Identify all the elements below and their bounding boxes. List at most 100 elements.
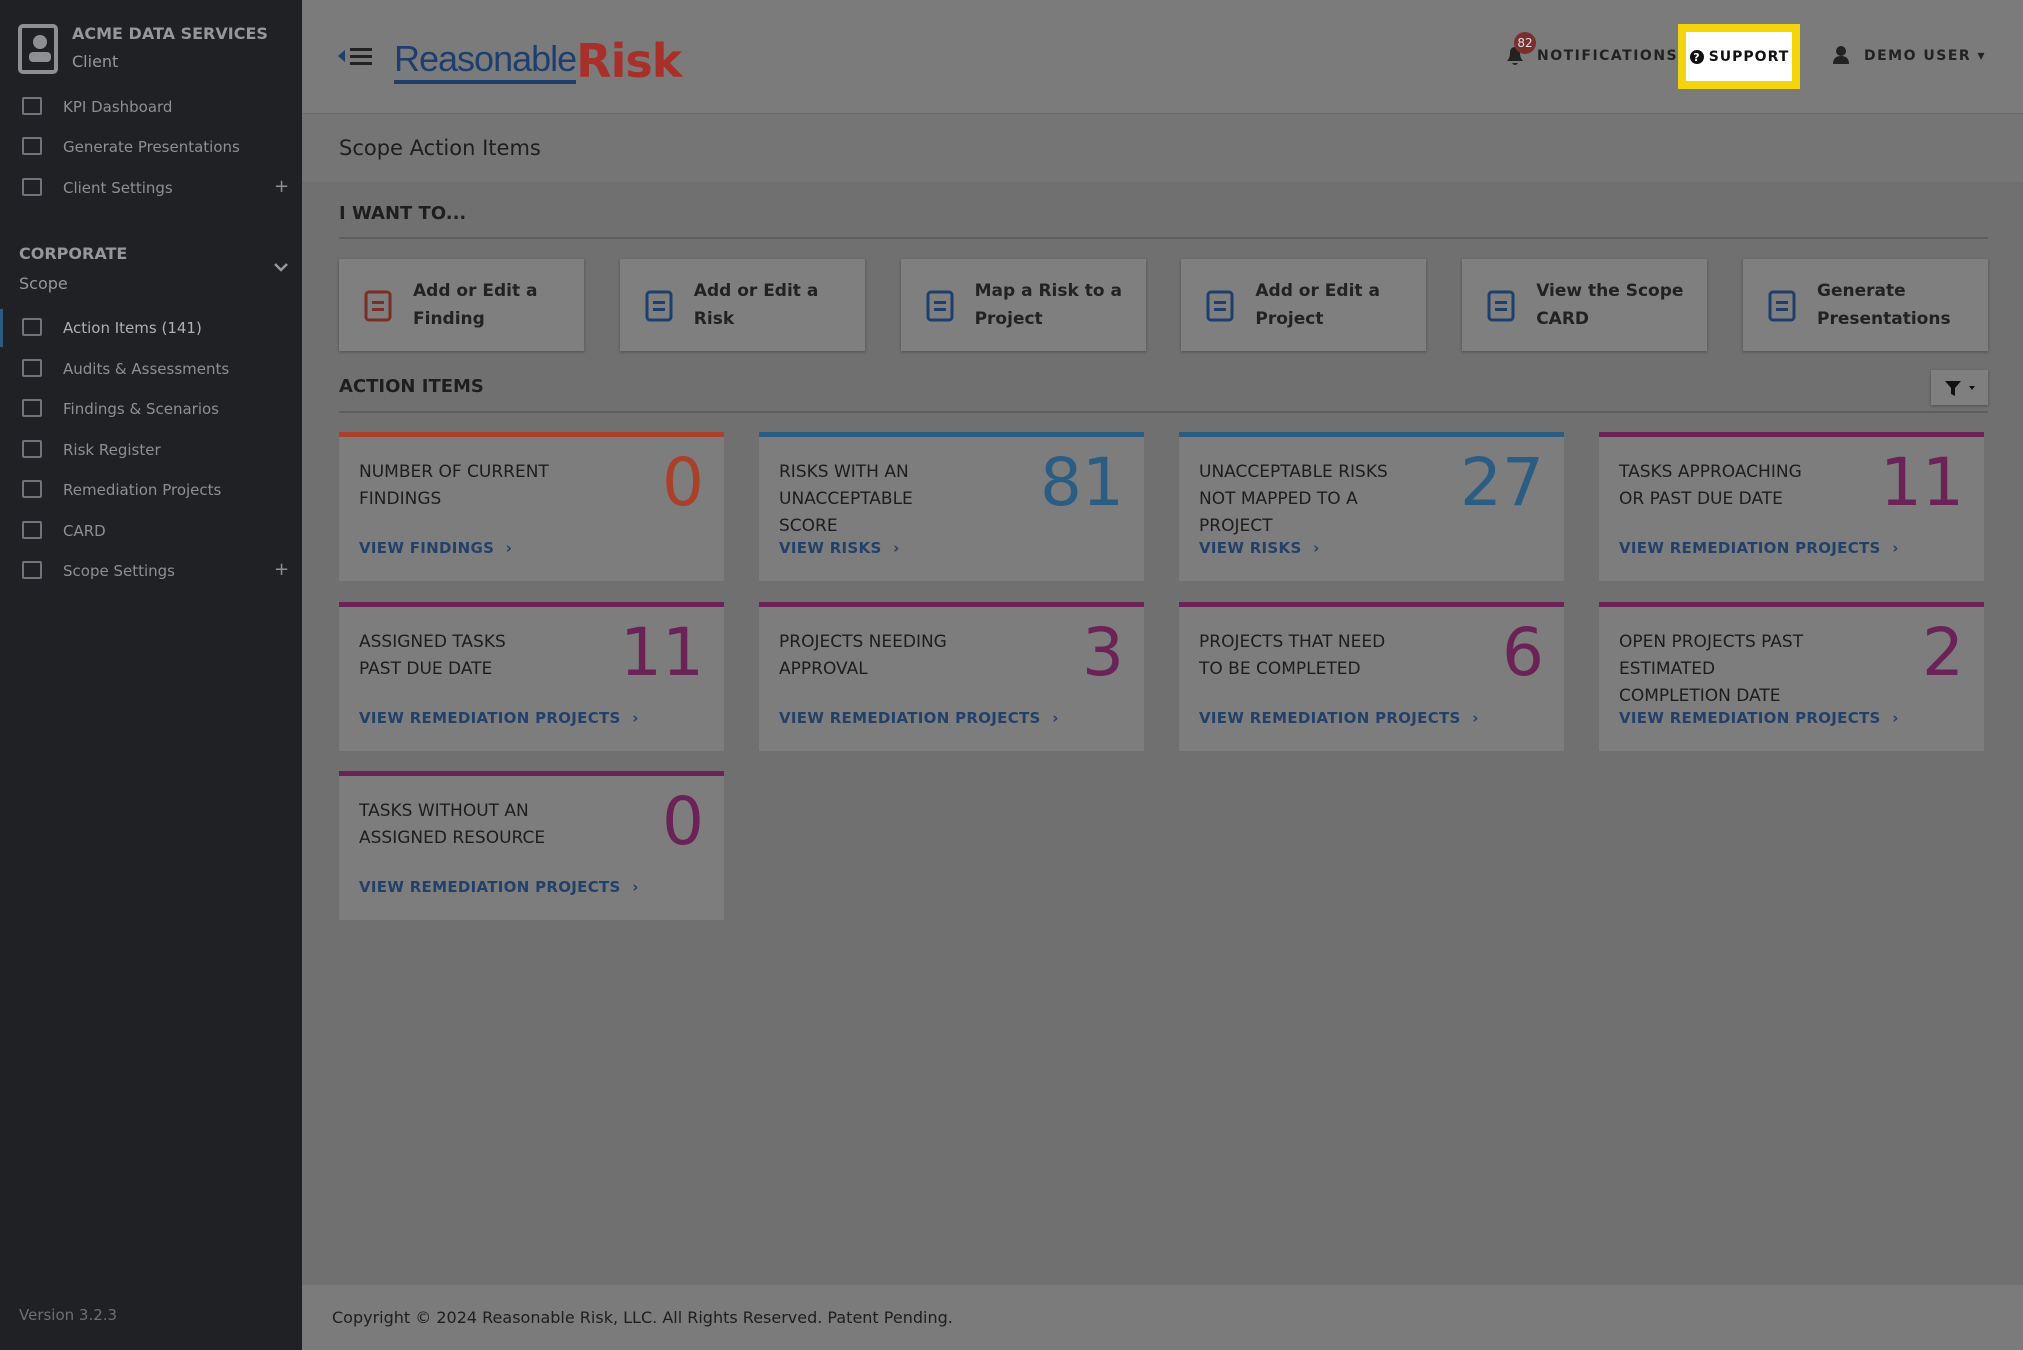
menu-icon [22, 480, 42, 498]
menu-icon [22, 521, 42, 539]
card-count: 11 [1880, 444, 1964, 521]
section-title: CORPORATE [19, 244, 128, 263]
filter-icon [1945, 381, 1975, 396]
card-count: 11 [620, 613, 704, 691]
version: Version 3.2.3 [19, 1306, 118, 1324]
action-card: PROJECTS THAT NEED TO BE COMPLETED 6 VIEW … [1179, 601, 1564, 751]
action-icon [645, 290, 673, 322]
action-button[interactable]: Map a Risk to a Project [900, 259, 1146, 351]
menu-icon [22, 359, 42, 377]
menu-item[interactable]: Generate Presentations [63, 138, 240, 156]
card-count: 2 [1922, 613, 1964, 691]
menu-icon [22, 318, 42, 336]
card-label: OPEN PROJECTS PAST ESTIMATED COMPLETION … [1619, 631, 1804, 706]
help-icon: ? [1689, 49, 1704, 64]
top-bar: Reasonable Risk 82 NOTIFICATIONS ? SUPPOR… [302, 0, 2023, 113]
logo[interactable]: Reasonable Risk [394, 28, 682, 84]
card-link[interactable]: VIEW REMEDIATION PROJECTS [779, 709, 1059, 727]
menu-icon [22, 440, 42, 458]
card-count: 6 [1502, 613, 1544, 691]
card-count: 27 [1460, 444, 1544, 521]
collapse-chevron[interactable] [274, 262, 288, 272]
notification-badge: 82 [1514, 32, 1536, 54]
action-label: Add or Edit a Risk [693, 281, 819, 329]
action-label: Map a Risk to a Project [974, 281, 1122, 329]
logo-part-a: Reasonable [394, 38, 577, 84]
action-icon [1768, 290, 1796, 322]
action-card: PROJECTS NEEDING APPROVAL 3 VIEW REMEDIATI… [759, 601, 1144, 751]
menu-item[interactable]: Action Items (141) [63, 319, 202, 337]
user-icon [1833, 46, 1849, 64]
card-label: UNACCEPTABLE RISKS NOT MAPPED TO A PROJE… [1199, 462, 1388, 536]
page-title: Scope Action Items [339, 136, 541, 160]
card-label: TASKS WITHOUT AN ASSIGNED RESOURCE [359, 801, 546, 848]
filter-button[interactable] [1931, 370, 1988, 405]
card-link[interactable]: VIEW FINDINGS [359, 539, 512, 557]
menu-item[interactable]: KPI Dashboard [63, 98, 173, 116]
menu-icon [22, 561, 42, 579]
menu-item[interactable]: Client Settings [63, 179, 173, 197]
items-heading: ACTION ITEMS [339, 376, 484, 397]
user-menu[interactable]: DEMO USER ▾ [1864, 48, 1987, 64]
action-label: Generate Presentations [1817, 281, 1951, 329]
action-label: Add or Edit a Finding [413, 281, 538, 329]
card-count: 3 [1082, 613, 1124, 691]
card-label: TASKS APPROACHING OR PAST DUE DATE [1619, 462, 1802, 509]
menu-item[interactable]: CARD [63, 522, 106, 540]
action-label: View the Scope CARD [1536, 281, 1684, 329]
action-button[interactable]: Add or Edit a Project [1181, 259, 1427, 351]
divider [339, 411, 1988, 413]
active-marker [0, 309, 3, 347]
menu-icon [22, 137, 42, 155]
svg-text:?: ? [1693, 51, 1700, 64]
expand-plus[interactable]: + [274, 559, 290, 580]
sidebar: ACME DATA SERVICES Client CORPORATE Scop… [0, 0, 302, 1350]
menu-icon [22, 178, 42, 196]
card-count: 0 [662, 444, 704, 521]
card-link[interactable]: VIEW REMEDIATION PROJECTS [1199, 709, 1479, 727]
action-icon [364, 290, 392, 322]
menu-item[interactable]: Findings & Scenarios [63, 400, 219, 418]
action-button[interactable]: Generate Presentations [1743, 259, 1988, 351]
menu-icon [22, 97, 42, 115]
org-icon [18, 24, 58, 74]
expand-plus[interactable]: + [274, 176, 290, 197]
support-highlight: ? SUPPORT [1678, 24, 1800, 89]
action-card: TASKS WITHOUT AN ASSIGNED RESOURCE 0 VIEW … [339, 771, 724, 920]
menu-item[interactable]: Audits & Assessments [63, 360, 230, 378]
card-count: 0 [662, 783, 704, 860]
card-link[interactable]: VIEW REMEDIATION PROJECTS [1619, 539, 1899, 557]
action-icon [926, 290, 954, 322]
action-card: TASKS APPROACHING OR PAST DUE DATE 11 VIEW… [1599, 432, 1984, 581]
card-link[interactable]: VIEW REMEDIATION PROJECTS [359, 709, 639, 727]
card-link[interactable]: VIEW REMEDIATION PROJECTS [359, 878, 639, 896]
action-card: RISKS WITH AN UNACCEPTABLE SCORE 81 VIEW R… [759, 432, 1144, 581]
divider [339, 237, 1988, 239]
card-count: 81 [1040, 444, 1124, 521]
menu-item[interactable]: Remediation Projects [63, 481, 222, 499]
user-name: DEMO USER [1864, 48, 1972, 64]
notifications-link[interactable]: NOTIFICATIONS [1537, 48, 1679, 64]
title-bar: Scope Action Items [302, 113, 2023, 182]
card-link[interactable]: VIEW REMEDIATION PROJECTS [1619, 709, 1899, 727]
support-button[interactable]: ? SUPPORT [1686, 32, 1792, 81]
card-label: RISKS WITH AN UNACCEPTABLE SCORE [779, 462, 913, 536]
want-heading: I WANT TO... [339, 203, 467, 224]
action-card: OPEN PROJECTS PAST ESTIMATED COMPLETION … [1599, 601, 1984, 751]
card-link[interactable]: VIEW RISKS [779, 539, 900, 557]
action-button[interactable]: Add or Edit a Risk [619, 259, 865, 351]
card-link[interactable]: VIEW RISKS [1199, 539, 1320, 557]
card-label: ASSIGNED TASKS PAST DUE DATE [359, 631, 506, 679]
support-label: SUPPORT [1708, 48, 1790, 65]
menu-item[interactable]: Scope Settings [63, 562, 175, 580]
menu-toggle[interactable] [338, 46, 374, 66]
menu-item[interactable]: Risk Register [63, 441, 161, 459]
action-button[interactable]: Add or Edit a Finding [339, 259, 584, 351]
action-card: ASSIGNED TASKS PAST DUE DATE 11 VIEW REMED… [339, 601, 724, 751]
action-button[interactable]: View the Scope CARD [1462, 259, 1708, 351]
org-role: Client [72, 52, 119, 71]
card-label: PROJECTS NEEDING APPROVAL [779, 631, 947, 679]
action-card: NUMBER OF CURRENT FINDINGS 0 VIEW FINDINGS [339, 432, 724, 581]
copyright: Copyright © 2024 Reasonable Risk, LLC. A… [332, 1308, 953, 1327]
section-sub: Scope [19, 274, 68, 293]
